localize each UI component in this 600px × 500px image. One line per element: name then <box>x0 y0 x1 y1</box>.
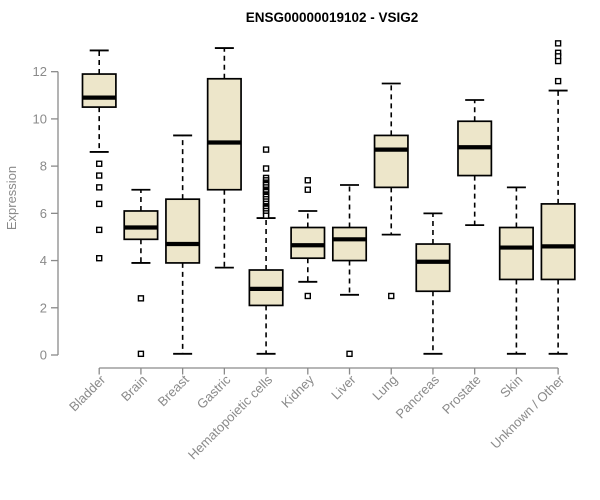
outlier-point <box>95 172 103 179</box>
box-liver <box>331 184 368 358</box>
iqr-box <box>123 210 159 241</box>
outlier-point <box>388 292 395 300</box>
x-tick-label: Lung <box>369 372 400 403</box>
outlier-point <box>554 77 562 85</box>
x-tick-label: Liver <box>328 372 359 403</box>
outlier-point <box>262 146 270 153</box>
boxplot-series <box>81 40 576 358</box>
iqr-box <box>165 198 201 264</box>
box-breast <box>165 134 201 355</box>
iqr-box <box>81 73 117 108</box>
outlier-point <box>137 295 145 302</box>
outlier-point <box>304 292 311 300</box>
outlier-point <box>95 160 103 167</box>
x-tick-label: Unknown / Other <box>488 372 568 452</box>
box-lung <box>373 82 409 300</box>
box-unknown-other <box>540 40 576 355</box>
box-hematopoietic-cells <box>248 146 284 355</box>
outlier-point <box>95 184 103 191</box>
y-axis: 0 2 4 6 8 10 12 <box>33 64 59 363</box>
box-pancreas <box>415 212 451 355</box>
outlier-point <box>95 200 103 208</box>
x-tick-label: Breast <box>155 372 192 409</box>
x-axis <box>98 367 559 375</box>
box-skin <box>498 186 534 355</box>
iqr-box <box>290 226 326 260</box>
iqr-box <box>331 226 368 262</box>
box-prostate <box>457 99 493 227</box>
y-axis-label: Expression <box>4 166 19 230</box>
x-tick-label: Pancreas <box>393 372 443 422</box>
x-tick-label: Prostate <box>439 372 484 417</box>
iqr-box <box>373 134 409 189</box>
x-tick-label: Kidney <box>278 372 317 411</box>
box-bladder <box>81 49 117 262</box>
iqr-box <box>206 77 242 191</box>
x-tick-label: Brain <box>118 372 150 404</box>
outlier-point <box>554 57 562 65</box>
outlier-point <box>262 212 270 219</box>
outlier-point <box>304 186 311 193</box>
outlier-point <box>346 350 353 358</box>
iqr-box <box>415 243 451 293</box>
iqr-box <box>540 203 576 281</box>
box-brain <box>123 188 159 358</box>
iqr-box <box>498 226 534 281</box>
outlier-point <box>554 40 562 47</box>
y-tick-label: 0 <box>40 348 47 363</box>
y-tick-label: 8 <box>40 159 47 174</box>
outlier-point <box>95 226 103 234</box>
x-tick-label: Bladder <box>66 372 109 415</box>
y-tick-label: 2 <box>40 300 47 315</box>
chart-title: ENSG00000019102 - VSIG2 <box>246 10 419 25</box>
x-tick-label: Skin <box>497 372 525 400</box>
y-tick-label: 12 <box>33 64 47 79</box>
y-tick-label: 4 <box>40 253 47 268</box>
y-tick-label: 6 <box>40 206 47 221</box>
outlier-point <box>304 177 311 184</box>
outlier-point <box>95 254 103 262</box>
box-kidney <box>290 177 326 300</box>
outlier-point <box>262 165 270 172</box>
y-tick-label: 10 <box>33 111 47 126</box>
outlier-point <box>137 350 145 358</box>
box-gastric <box>206 47 242 269</box>
x-tick-label: Gastric <box>194 372 234 412</box>
